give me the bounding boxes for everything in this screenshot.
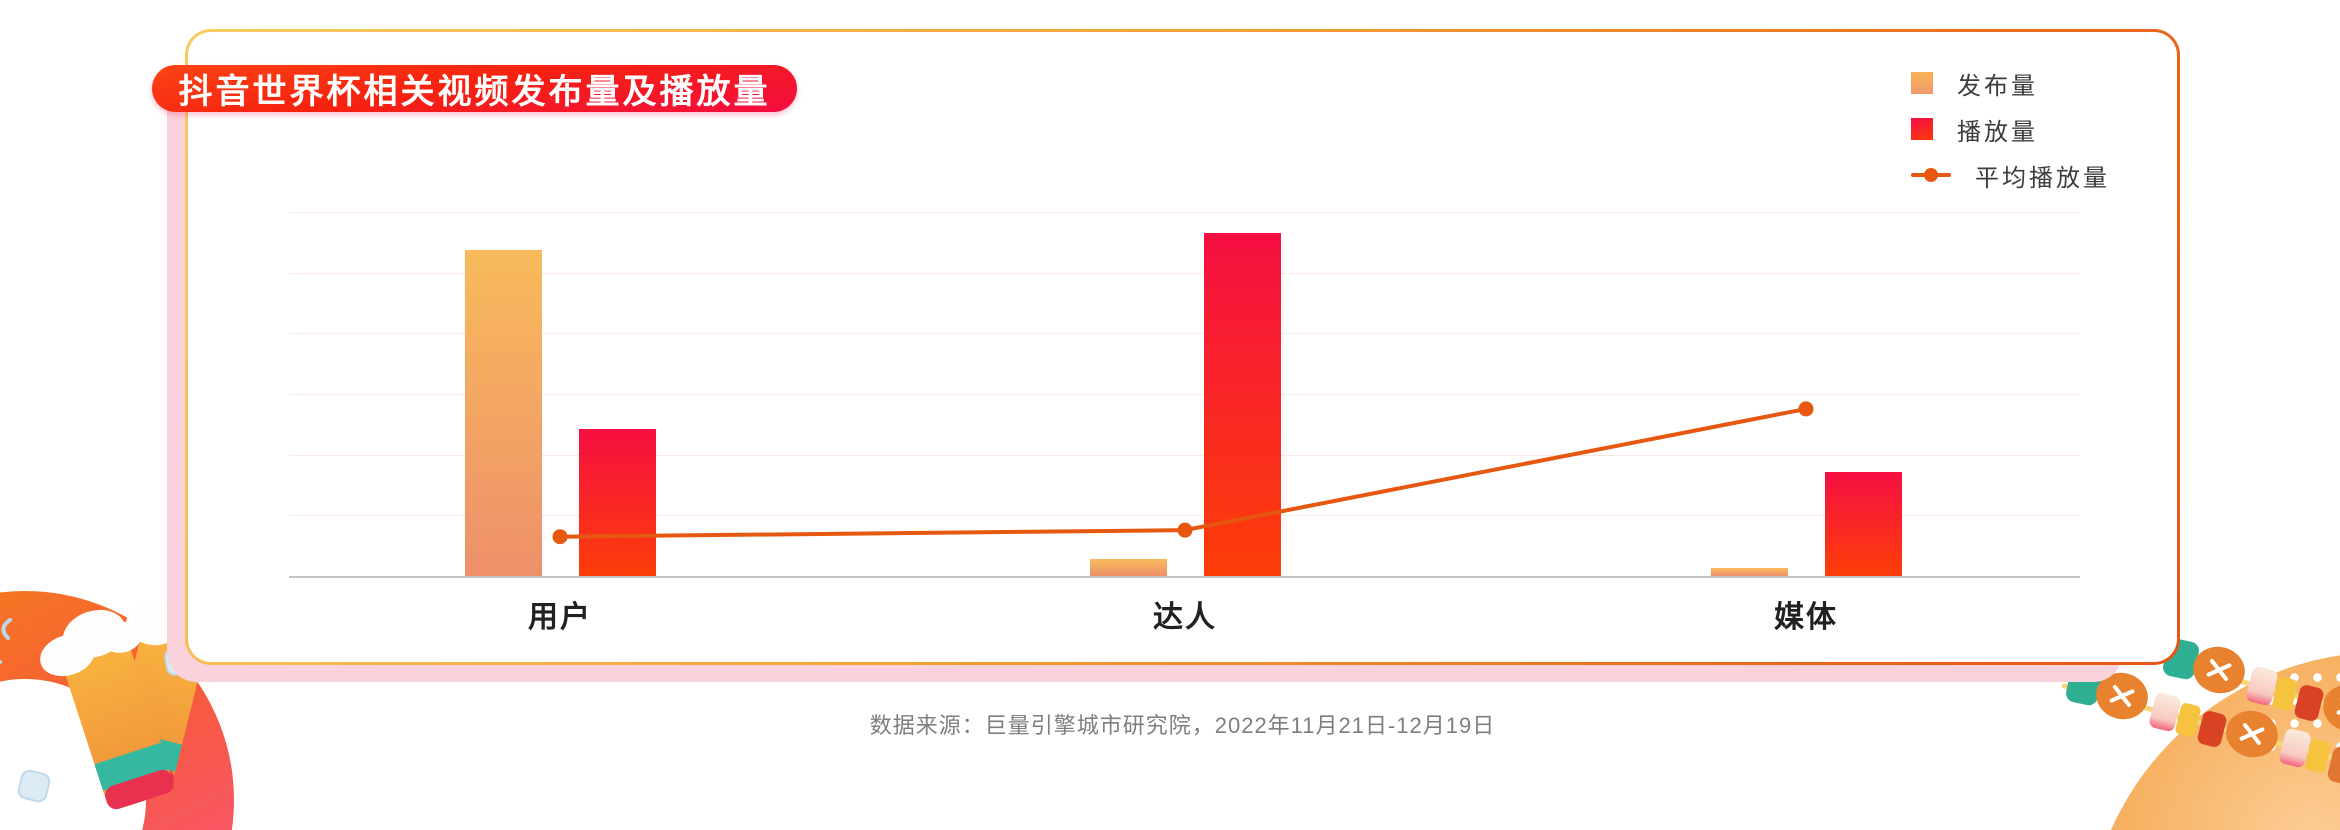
plot-area	[289, 212, 2080, 578]
publish-bar-用户	[465, 249, 542, 576]
splash-icon	[0, 618, 12, 664]
legend: 发布量 播放量 平均播放量	[1911, 72, 2110, 192]
avg-line-swatch-icon	[1911, 164, 1951, 186]
legend-item-publish: 发布量	[1911, 72, 2110, 100]
play-swatch-icon	[1911, 118, 1933, 140]
publish-bar-达人	[1090, 558, 1167, 576]
gridline	[289, 272, 2080, 274]
beer-mug-icon	[40, 609, 174, 810]
play-bar-媒体	[1825, 471, 1902, 576]
beer-cheers-illustration	[0, 591, 234, 830]
legend-label: 发布量	[1957, 72, 2038, 100]
avg-play-point-用户	[552, 529, 568, 545]
x-axis-label-media: 媒体	[1774, 601, 1838, 634]
avg-play-point-达人	[1177, 522, 1193, 538]
gridline	[289, 454, 2080, 456]
avg-play-point-媒体	[1798, 401, 1814, 417]
publish-bar-媒体	[1711, 568, 1788, 576]
gridline	[289, 515, 2080, 517]
x-axis-label-creators: 达人	[1153, 601, 1217, 634]
legend-item-play: 播放量	[1911, 118, 2110, 146]
avg-play-line-layer	[552, 401, 1814, 545]
chart-title-badge: 抖音世界杯相关视频发布量及播放量	[152, 65, 797, 112]
x-axis-label-users: 用户	[528, 601, 592, 634]
data-source-note: 数据来源：巨量引擎城市研究院，2022年11月21日-12月19日	[869, 713, 1496, 738]
ice-cube-icon	[17, 769, 51, 803]
legend-label: 播放量	[1957, 118, 2038, 146]
gridline	[289, 394, 2080, 395]
gridline	[289, 212, 2080, 213]
legend-label: 平均播放量	[1975, 164, 2110, 192]
legend-item-avg-line: 平均播放量	[1911, 164, 2110, 192]
publish-swatch-icon	[1911, 72, 1933, 94]
chart-title: 抖音世界杯相关视频发布量及播放量	[178, 73, 771, 111]
gridline	[289, 333, 2080, 335]
play-bar-用户	[579, 428, 656, 576]
avg-play-line	[559, 406, 1807, 539]
